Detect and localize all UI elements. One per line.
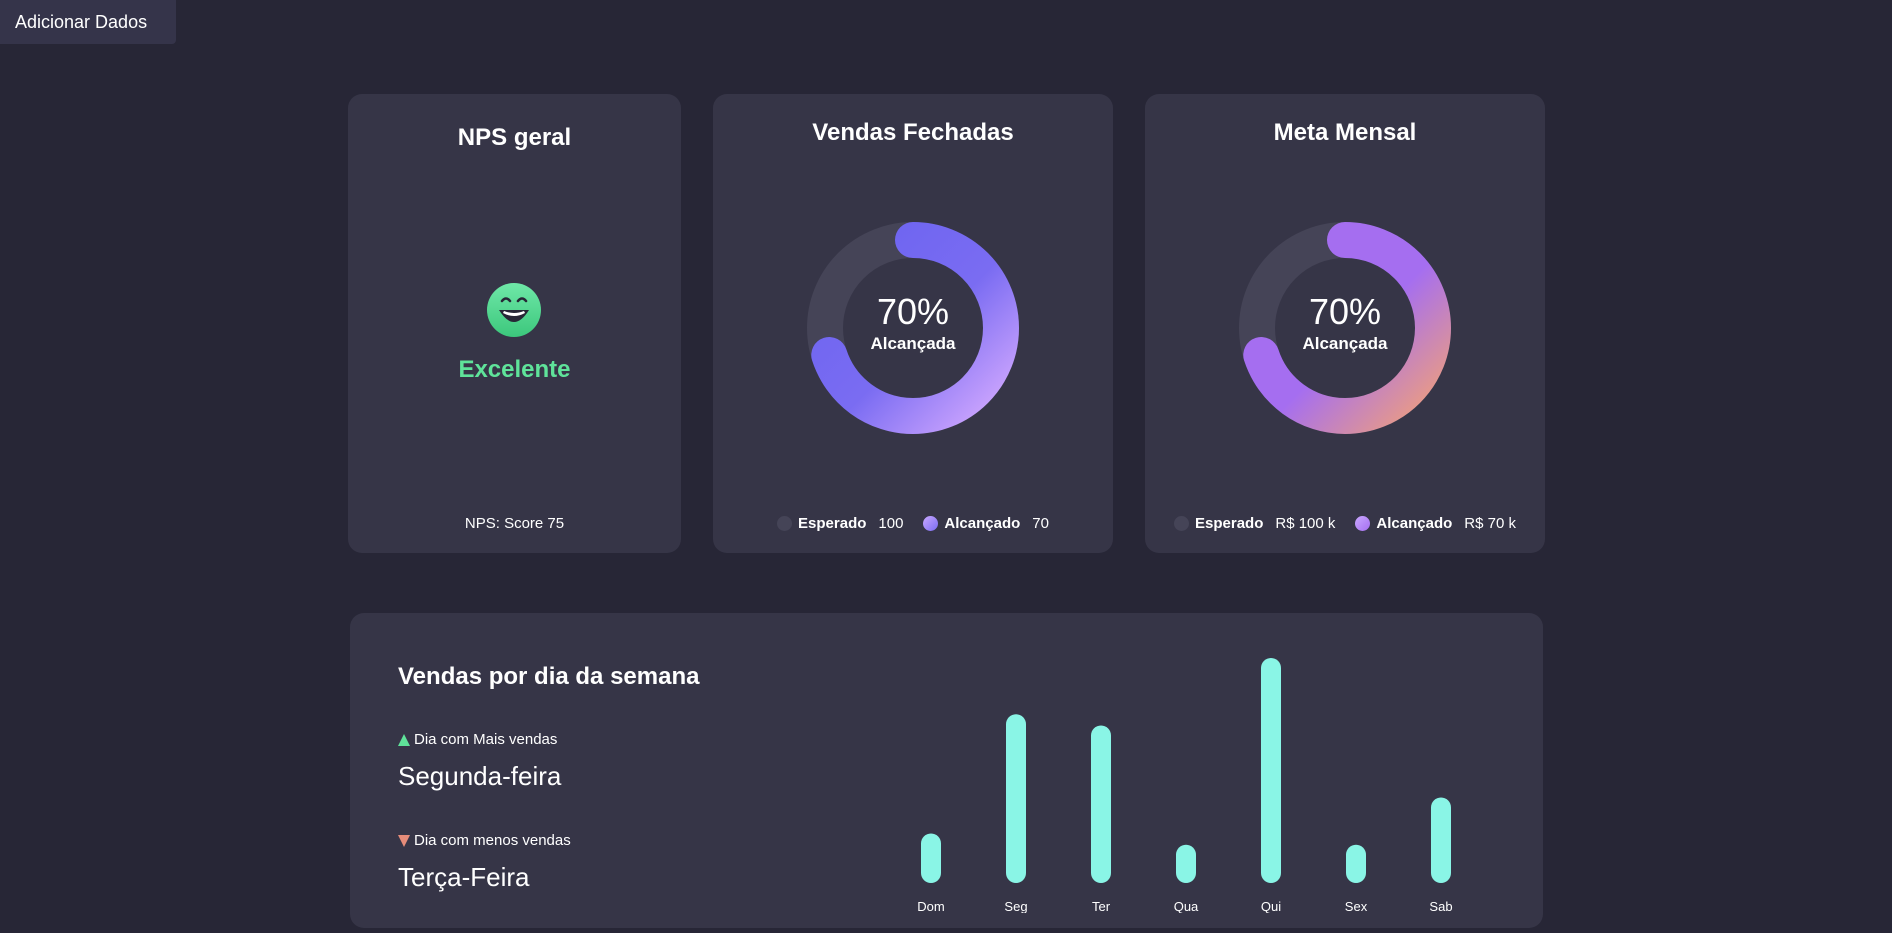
triangle-down-icon	[398, 834, 410, 847]
legend-name: Esperado	[798, 515, 867, 532]
most-sales-text: Dia com Mais vendas	[414, 731, 558, 748]
meta-mensal-card: Meta Mensal 70% Alcançada Esperado R$ 10…	[1145, 94, 1545, 553]
legend-item-alcancado: Alcançado R$ 70 k	[1355, 515, 1516, 532]
meta-donut-chart	[1239, 222, 1451, 434]
tick-label-dom: Dom	[917, 899, 944, 913]
nps-card: NPS geral Excelente NPS: Score 75	[348, 94, 681, 553]
vendas-donut-arc	[807, 222, 1019, 434]
legend-item-esperado: Esperado R$ 100 k	[1174, 515, 1335, 532]
least-sales-label: Dia com menos vendas	[398, 832, 571, 849]
add-data-button[interactable]: Adicionar Dados	[0, 0, 176, 44]
nps-status-label: Excelente	[458, 356, 571, 383]
vendas-legend: Esperado 100 Alcançado 70	[713, 515, 1113, 532]
legend-name: Alcançado	[944, 515, 1021, 532]
bar-sex	[1346, 844, 1366, 883]
legend-name: Esperado	[1195, 515, 1264, 532]
meta-legend: Esperado R$ 100 k Alcançado R$ 70 k	[1145, 515, 1545, 532]
legend-value: R$ 70 k	[1464, 515, 1516, 532]
tick-label-ter: Ter	[1092, 899, 1111, 913]
happy-face-icon	[487, 283, 541, 337]
legend-dot	[777, 516, 793, 531]
legend-item-alcancado: Alcançado 70	[923, 515, 1049, 532]
most-sales-day: Segunda-feira	[398, 761, 562, 791]
most-sales-label: Dia com Mais vendas	[398, 731, 557, 748]
nps-title: NPS geral	[457, 124, 572, 151]
vendas-title: Vendas Fechadas	[812, 119, 1014, 146]
nps-score-text: NPS: Score 75	[464, 515, 565, 532]
legend-value: 70	[1032, 515, 1049, 532]
bar-dom	[921, 833, 941, 883]
vendas-donut-chart	[807, 222, 1019, 434]
meta-donut-center: 70% Alcançada	[1239, 292, 1451, 354]
legend-dot	[1355, 516, 1371, 531]
tick-label-seg: Seg	[1004, 899, 1027, 913]
meta-title: Meta Mensal	[1273, 119, 1417, 146]
bar-qua	[1176, 844, 1196, 883]
legend-value: 100	[878, 515, 904, 532]
legend-value: R$ 100 k	[1275, 515, 1336, 532]
week-title: Vendas por dia da semana	[398, 663, 700, 690]
bar-qui	[1261, 658, 1281, 883]
tick-label-qua: Qua	[1174, 899, 1199, 913]
meta-percent: 70%	[1308, 291, 1382, 332]
least-sales-day: Terça-Feira	[398, 862, 530, 892]
bar-ter	[1091, 725, 1111, 883]
vendas-fechadas-card: Vendas Fechadas 70% Alcançada Esperado 1…	[713, 94, 1113, 553]
vendas-semana-card: Vendas por dia da semana Dia com Mais ve…	[350, 613, 1543, 928]
tick-label-sab: Sab	[1429, 899, 1452, 913]
vendas-percent: 70%	[876, 291, 950, 332]
meta-center-label: Alcançada	[1302, 334, 1388, 353]
vendas-donut-center: 70% Alcançada	[807, 292, 1019, 354]
legend-name: Alcançado	[1376, 515, 1453, 532]
least-sales-text: Dia com menos vendas	[414, 832, 571, 849]
bar-sab	[1431, 797, 1451, 883]
bar-seg	[1006, 714, 1026, 883]
triangle-up-icon	[398, 733, 410, 746]
legend-dot	[923, 516, 939, 531]
vendas-center-label: Alcançada	[870, 334, 956, 353]
week-bar-chart: Dom Seg Ter Qua Qui Sex Sab	[917, 658, 1453, 913]
legend-dot	[1174, 516, 1190, 531]
legend-item-esperado: Esperado 100	[777, 515, 903, 532]
tick-label-qui: Qui	[1261, 899, 1281, 913]
tick-label-sex: Sex	[1345, 899, 1368, 913]
meta-donut-arc	[1239, 222, 1451, 434]
